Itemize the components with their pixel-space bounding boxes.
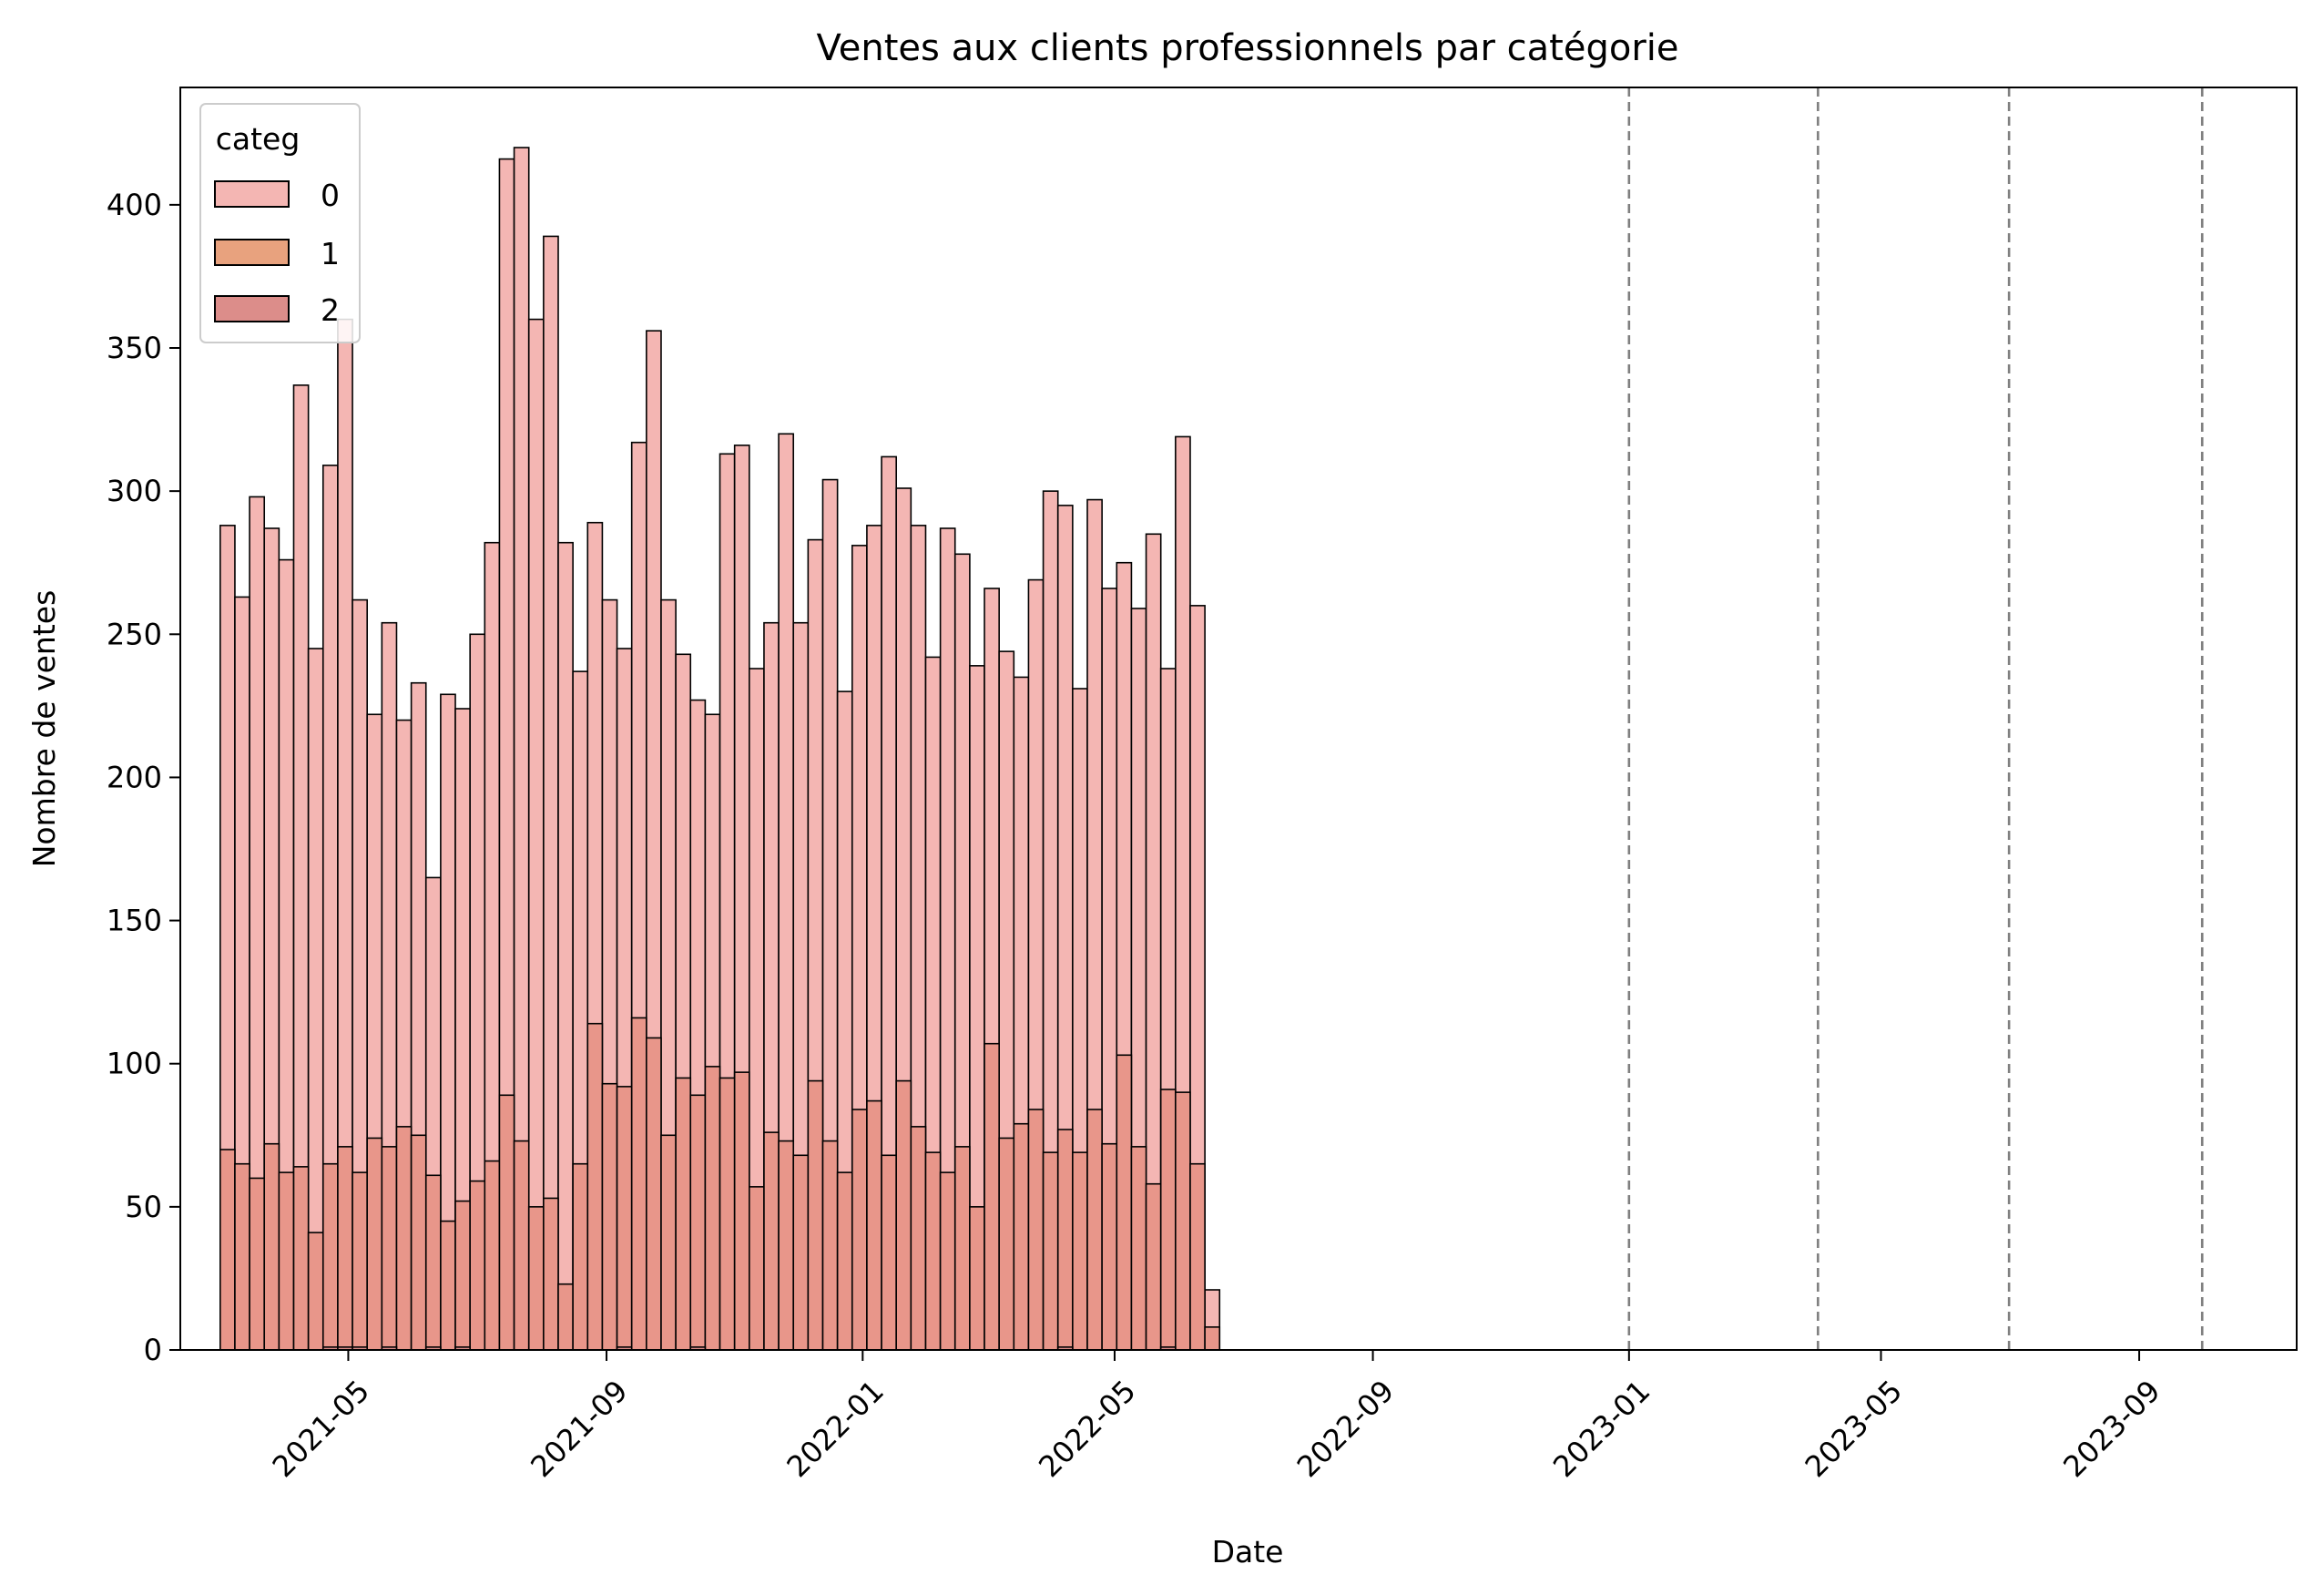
bar-series-1 xyxy=(984,1042,1000,1351)
bar-series-1 xyxy=(366,1137,383,1351)
series-1-bars xyxy=(219,1017,1221,1351)
legend-label-0: 0 xyxy=(321,178,340,213)
bar-series-1 xyxy=(278,1171,295,1351)
bar-series-1 xyxy=(998,1137,1015,1351)
bar-series-1 xyxy=(440,1220,456,1351)
legend-label-2: 2 xyxy=(321,292,340,328)
bar-series-1 xyxy=(778,1140,795,1351)
chart-title: Ventes aux clients professionnels par ca… xyxy=(817,27,1679,69)
bar-series-1 xyxy=(424,1174,442,1351)
y-tick-label: 300 xyxy=(107,474,162,508)
bar-series-1 xyxy=(807,1079,824,1351)
bar-series-1 xyxy=(1175,1091,1191,1351)
bar-series-1 xyxy=(953,1146,971,1351)
bar-series-1 xyxy=(1189,1162,1206,1351)
bar-series-1 xyxy=(1042,1151,1059,1351)
bar-series-0 xyxy=(527,318,545,1351)
bar-series-1 xyxy=(557,1283,574,1351)
bar-series-1 xyxy=(836,1171,853,1351)
bar-series-1 xyxy=(616,1086,633,1351)
legend-box xyxy=(199,103,361,343)
bar-series-1 xyxy=(469,1180,486,1351)
y-axis-ticks: 0 50 100 150 200 250 300 350 400 xyxy=(107,188,180,1367)
bar-series-1 xyxy=(689,1094,707,1351)
bar-series-1 xyxy=(395,1126,413,1351)
bar-series-1 xyxy=(263,1142,280,1351)
bar-series-1 xyxy=(704,1066,721,1351)
bar-series-1 xyxy=(527,1206,545,1351)
legend-swatch-2 xyxy=(214,295,290,322)
bar-series-1 xyxy=(1086,1109,1103,1351)
bar-series-1 xyxy=(924,1151,942,1351)
bar-series-1 xyxy=(219,1149,236,1351)
bar-series-1 xyxy=(1116,1054,1133,1351)
bar-series-1 xyxy=(572,1162,589,1351)
bar-series-1 xyxy=(851,1109,868,1351)
bar-series-1 xyxy=(1159,1089,1177,1351)
bar-series-1 xyxy=(1056,1129,1074,1351)
bar-series-1 xyxy=(307,1232,324,1351)
bar-series-1 xyxy=(763,1131,780,1351)
bar-series-1 xyxy=(410,1134,427,1351)
bar-series-1 xyxy=(543,1197,559,1351)
bar-series-1 xyxy=(234,1162,250,1351)
bar-series-1 xyxy=(1145,1182,1162,1351)
bar-series-1 xyxy=(352,1171,368,1351)
y-tick-label: 0 xyxy=(144,1333,162,1367)
bar-series-1 xyxy=(675,1077,692,1351)
bar-series-1 xyxy=(381,1146,398,1351)
y-tick-label: 350 xyxy=(107,331,162,365)
bar-series-1 xyxy=(337,1146,353,1351)
bar-series-1 xyxy=(321,1162,339,1351)
bar-series-1 xyxy=(586,1022,604,1351)
bar-series-1 xyxy=(866,1099,882,1351)
legend-swatch-0 xyxy=(214,180,290,208)
bar-series-1 xyxy=(1130,1146,1147,1351)
bar-series-1 xyxy=(454,1200,471,1351)
bar-series-1 xyxy=(601,1082,618,1351)
y-tick-label: 400 xyxy=(107,188,162,222)
bar-series-1 xyxy=(660,1134,677,1351)
bar-series-1 xyxy=(249,1177,266,1351)
bar-series-1 xyxy=(733,1071,750,1351)
bar-series-1 xyxy=(939,1171,956,1351)
bar-series-1 xyxy=(969,1206,985,1351)
plot-frame xyxy=(179,87,2298,1351)
legend-label-1: 1 xyxy=(321,236,340,271)
y-tick-label: 100 xyxy=(107,1047,162,1081)
y-tick-label: 250 xyxy=(107,617,162,651)
bar-series-0 xyxy=(557,541,574,1351)
bar-series-1 xyxy=(1204,1326,1221,1351)
legend-title: categ xyxy=(216,121,301,157)
bar-series-1 xyxy=(895,1079,912,1351)
legend-swatch-1 xyxy=(214,239,290,266)
y-tick-label: 200 xyxy=(107,760,162,794)
bar-series-1 xyxy=(292,1166,310,1351)
bar-series-1 xyxy=(498,1094,515,1351)
y-axis-label: Nombre de ventes xyxy=(26,590,62,868)
bar-series-1 xyxy=(1027,1109,1045,1351)
bar-series-0 xyxy=(543,235,559,1351)
bar-series-1 xyxy=(881,1154,897,1351)
bar-series-1 xyxy=(821,1140,839,1351)
bar-series-1 xyxy=(719,1077,736,1351)
bar-series-1 xyxy=(484,1160,501,1351)
bar-series-1 xyxy=(1013,1122,1030,1351)
y-tick-label: 50 xyxy=(125,1190,162,1224)
bar-series-1 xyxy=(513,1140,530,1351)
vertical-reference-lines xyxy=(1627,87,2204,1350)
bar-series-1 xyxy=(910,1126,927,1351)
bar-series-1 xyxy=(1101,1142,1118,1351)
bar-series-1 xyxy=(1072,1151,1088,1351)
bar-series-1 xyxy=(749,1186,765,1351)
y-tick-label: 150 xyxy=(107,904,162,938)
legend: categ 0 1 2 xyxy=(199,103,361,343)
bar-series-1 xyxy=(646,1037,662,1351)
bar-series-1 xyxy=(630,1017,647,1351)
bar-series-1 xyxy=(792,1154,810,1351)
x-axis-label: Date xyxy=(1212,1534,1284,1569)
